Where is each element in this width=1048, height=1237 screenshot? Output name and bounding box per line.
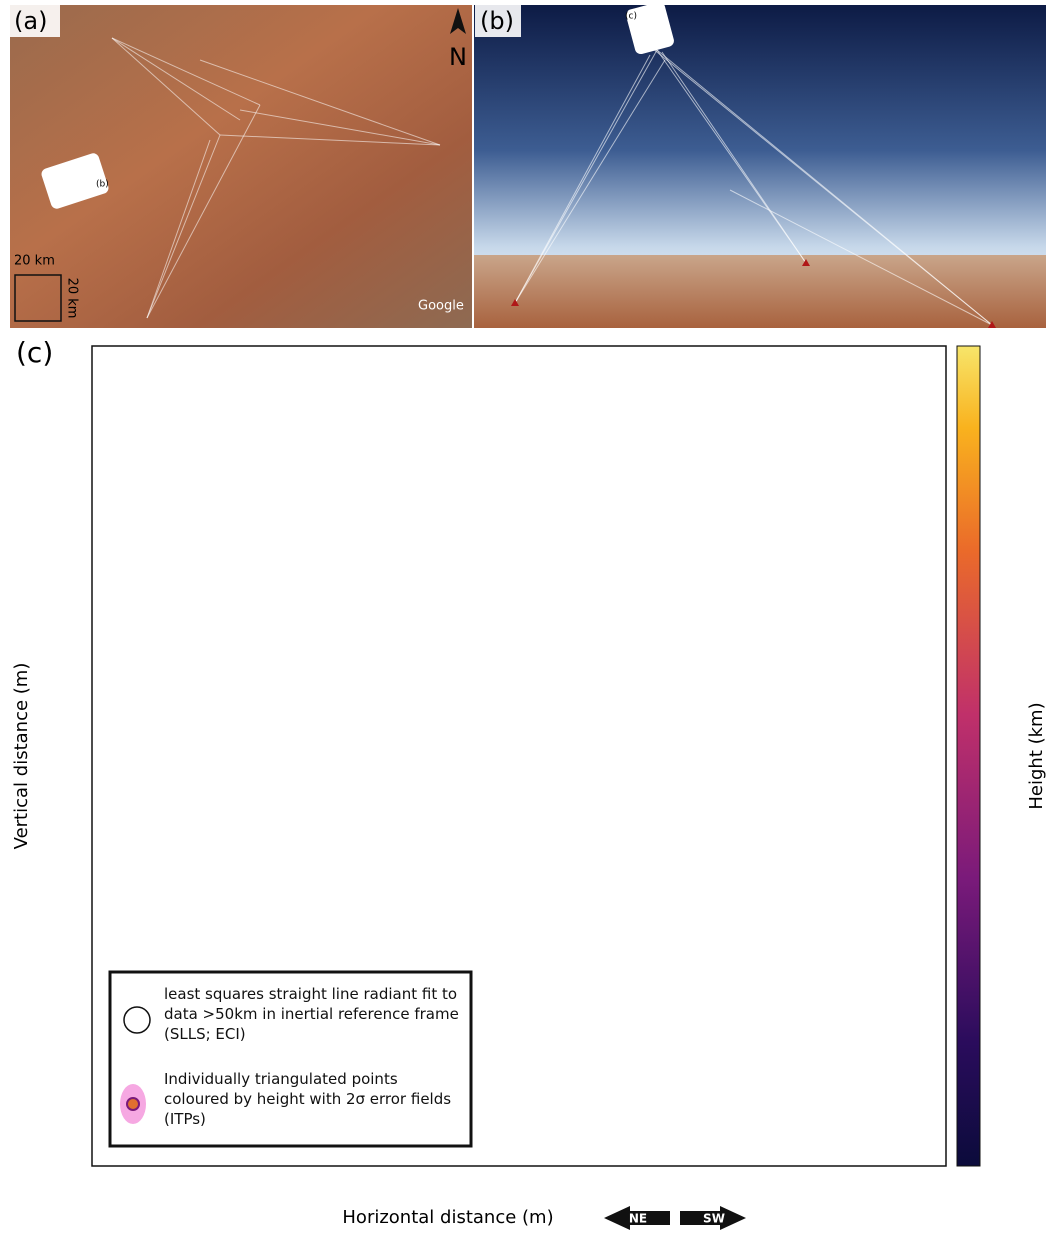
legend-symbol-itp (126, 1097, 140, 1111)
north-arrow (450, 8, 466, 34)
panel-a: (a) N (b) 20 km 20 km Google (10, 5, 472, 328)
colorbar-label: Height (km) (1026, 702, 1047, 809)
camera-tag: (b) (96, 180, 109, 190)
label-bg (475, 5, 521, 37)
legend-symbol-slls (123, 1006, 151, 1034)
plot-frame (91, 345, 947, 1167)
camera-icon (626, 1, 674, 55)
legend-text: Individually triangulated points coloure… (164, 1070, 452, 1128)
scale-y: 20 km (65, 278, 80, 319)
sightlines (111, 37, 441, 319)
ne-label: NE (629, 1212, 647, 1226)
sw-label: SW (703, 1212, 725, 1226)
x-axis-label: Horizontal distance (m) (342, 1207, 553, 1228)
legend-text: least squares straight line radiant fit … (164, 985, 459, 1043)
panel-b: (b) (c) (474, 1, 1046, 328)
label-bg (10, 5, 60, 37)
sightlines (514, 47, 993, 326)
scale-box (14, 274, 62, 322)
label-bg (12, 334, 68, 372)
credit: Google (418, 299, 464, 314)
north-label: N (449, 43, 467, 71)
colorbar (956, 345, 981, 1167)
panel-label: (a) (14, 7, 47, 35)
legend (108, 970, 473, 1148)
stations (511, 259, 996, 328)
scale-x: 20 km (14, 254, 55, 269)
ne-arrow (604, 1206, 670, 1230)
panel-label: (c) (16, 336, 53, 369)
ground (474, 255, 1046, 328)
camera-icon (41, 153, 109, 209)
camera-tag: (c) (625, 12, 637, 22)
panel-label: (b) (480, 7, 514, 35)
y-axis-label: Vertical distance (m) (11, 663, 32, 850)
sw-arrow (680, 1206, 746, 1230)
